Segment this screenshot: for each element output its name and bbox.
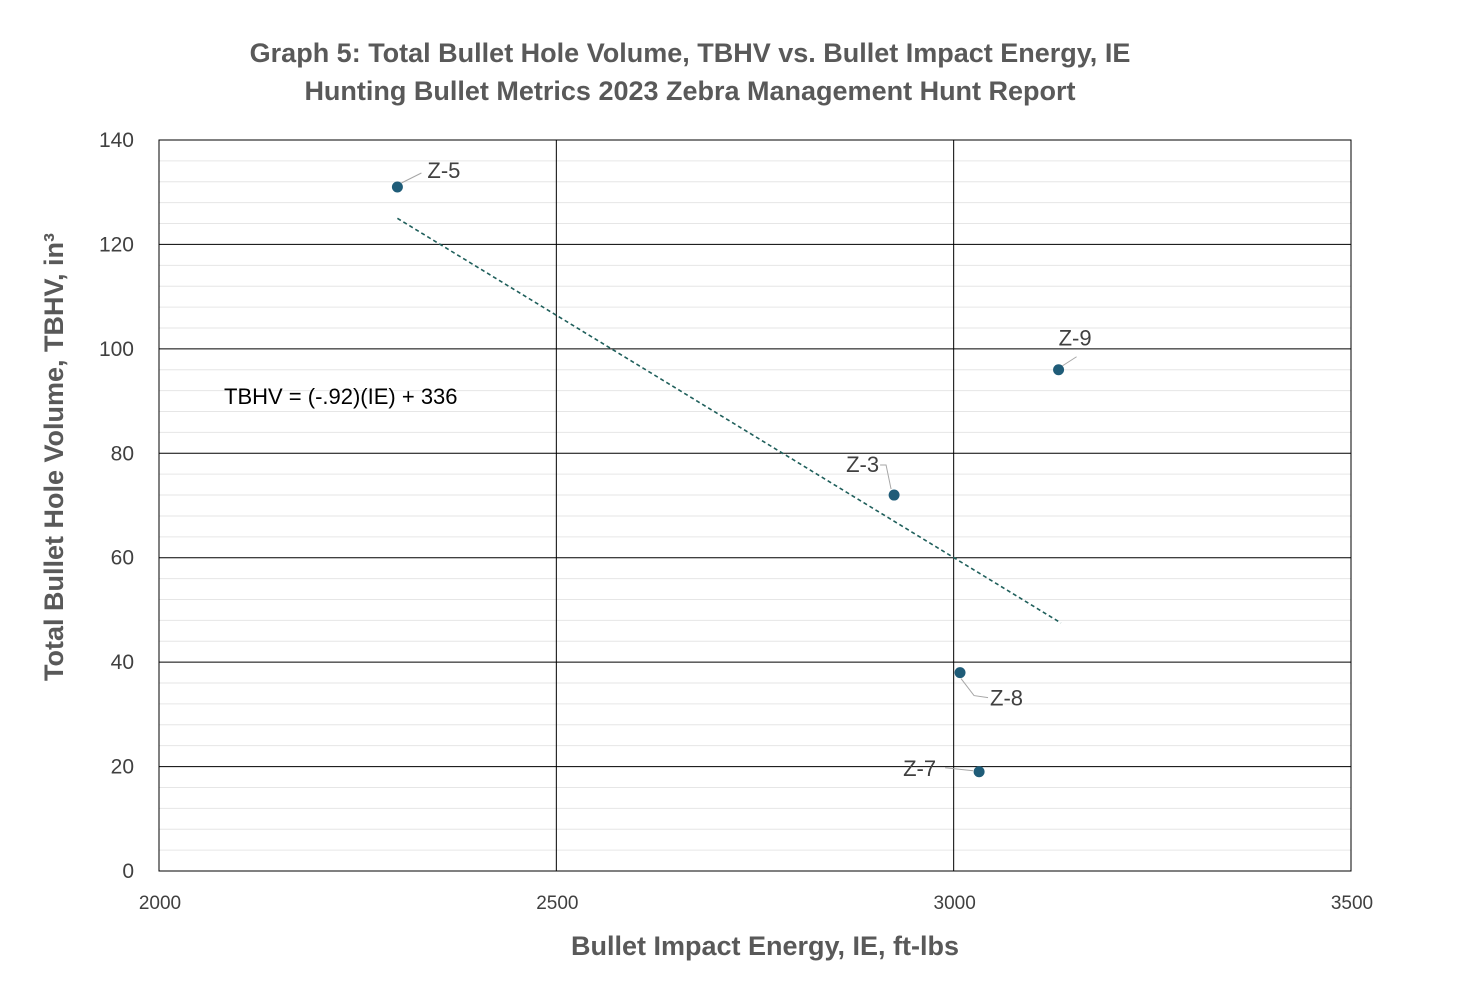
data-point-label: Z-5 — [427, 158, 460, 183]
label-leader-line — [880, 464, 892, 490]
y-tick-label: 20 — [111, 756, 134, 779]
y-tick-label: 0 — [122, 860, 134, 883]
chart-subtitle: Hunting Bullet Metrics 2023 Zebra Manage… — [304, 76, 1075, 106]
label-leader-line — [945, 767, 974, 772]
data-point-label: Z-8 — [990, 686, 1023, 711]
y-axis-ticks: 0 20 40 60 80 100 120 140 — [99, 129, 134, 883]
y-tick-label: 140 — [99, 129, 134, 152]
data-point — [954, 667, 966, 679]
trendline — [396, 217, 1062, 624]
minor-gridlines — [159, 160, 1351, 851]
x-axis-title: Bullet Impact Energy, IE, ft-lbs — [571, 931, 959, 961]
label-leader-line — [1062, 356, 1077, 367]
data-point — [391, 181, 403, 193]
y-tick-label: 100 — [99, 338, 134, 361]
data-point-label: Z-7 — [903, 756, 936, 781]
major-gridlines — [159, 140, 1351, 871]
plot-area — [158, 139, 1352, 872]
y-tick-label: 120 — [99, 233, 134, 256]
x-tick-label: 3000 — [934, 893, 976, 914]
data-point-label: Z-3 — [846, 452, 879, 477]
label-leader-line — [401, 172, 422, 184]
trendline-equation: TBHV = (-.92)(IE) + 336 — [224, 384, 458, 409]
data-point — [1053, 364, 1065, 376]
x-tick-label: 2000 — [139, 893, 181, 914]
x-tick-label: 3500 — [1331, 893, 1373, 914]
x-tick-label: 2500 — [536, 893, 578, 914]
data-point — [888, 489, 900, 501]
y-tick-label: 40 — [111, 651, 134, 674]
y-tick-label: 60 — [111, 547, 134, 570]
y-tick-label: 80 — [111, 442, 134, 465]
data-points: Z-5 Z-3 Z-9 Z-8 Z-7 — [391, 158, 1092, 781]
y-axis-title: Total Bullet Hole Volume, TBHV, in³ — [39, 233, 69, 681]
data-point — [973, 766, 985, 778]
data-point-label: Z-9 — [1059, 326, 1092, 351]
label-leader-line — [960, 678, 989, 699]
x-axis-ticks: 2000 2500 3000 3500 — [139, 893, 1373, 914]
chart-title: Graph 5: Total Bullet Hole Volume, TBHV … — [250, 38, 1131, 68]
